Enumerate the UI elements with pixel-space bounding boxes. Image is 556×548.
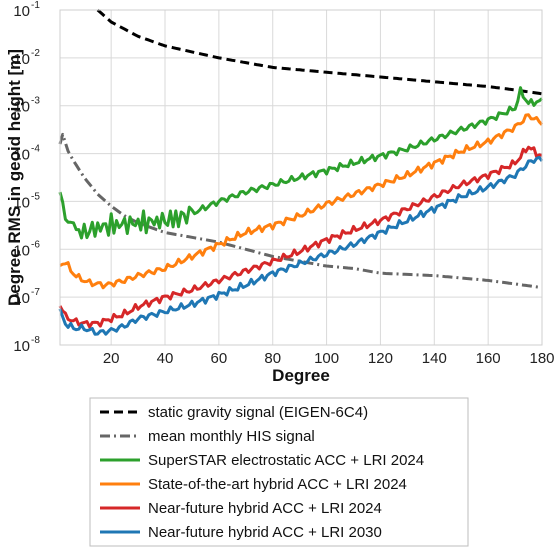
y-tick-exponent: -7 xyxy=(31,287,40,298)
x-tick-label: 160 xyxy=(476,350,501,367)
y-tick-label: 10 -5 xyxy=(13,191,40,211)
y-tick-exponent: -3 xyxy=(31,96,40,107)
y-tick-base: 10 xyxy=(13,242,30,259)
series-line xyxy=(58,145,543,329)
y-tick-label: 10 -7 xyxy=(13,287,40,307)
x-tick-label: 100 xyxy=(314,350,339,367)
x-tick-label: 80 xyxy=(264,350,281,367)
series-line xyxy=(59,113,544,290)
legend-entry: static gravity signal (EIGEN-6C4) xyxy=(148,404,368,421)
x-axis-label: Degree xyxy=(272,366,330,385)
y-tick-exponent: -6 xyxy=(31,239,40,250)
series-line xyxy=(96,8,543,96)
x-tick-label: 20 xyxy=(103,350,120,367)
y-tick-exponent: -1 xyxy=(31,0,40,11)
y-tick-exponent: -5 xyxy=(31,191,40,202)
y-tick-base: 10 xyxy=(13,290,30,307)
y-tick-label: 10 -1 xyxy=(13,0,40,20)
x-tick-label: 180 xyxy=(529,350,554,367)
y-axis-label: Degree RMS in geoid height [m] xyxy=(5,49,24,306)
plot-frame xyxy=(59,9,543,346)
y-tick-base: 10 xyxy=(13,194,30,211)
y-tick-base: 10 xyxy=(13,51,30,68)
x-tick-label: 40 xyxy=(157,350,174,367)
legend-entry: Near-future hybrid ACC + LRI 2024 xyxy=(148,500,382,517)
legend: static gravity signal (EIGEN-6C4) mean mo… xyxy=(89,397,469,547)
y-tick-base: 10 xyxy=(13,99,30,116)
y-tick-exponent: -8 xyxy=(31,335,40,346)
legend-entry: State-of-the-art hybrid ACC + LRI 2024 xyxy=(148,476,407,493)
x-tick-labels: 20 40 60 80 100 120 140 160 180 xyxy=(103,350,555,367)
series-layer xyxy=(58,8,544,336)
legend-entry: mean monthly HIS signal xyxy=(148,428,315,445)
y-tick-label: 10 -2 xyxy=(13,48,40,68)
series-line xyxy=(58,155,544,336)
legend-box xyxy=(89,397,469,547)
x-tick-label: 120 xyxy=(368,350,393,367)
series-line xyxy=(58,86,543,240)
y-tick-labels: 10-810-710-610-510-410-310-210-1 xyxy=(13,0,40,355)
y-tick-label: 10 -6 xyxy=(13,239,40,259)
y-tick-base: 10 xyxy=(13,147,30,164)
y-tick-label: 10 -8 xyxy=(13,335,40,355)
legend-entry: Near-future hybrid ACC + LRI 2030 xyxy=(148,524,382,541)
y-tick-exponent: -2 xyxy=(31,48,40,59)
x-tick-label: 60 xyxy=(211,350,228,367)
y-tick-label: 10 -3 xyxy=(13,96,40,116)
y-tick-base: 10 xyxy=(13,338,30,355)
y-tick-label: 10 -4 xyxy=(13,144,40,164)
y-tick-base: 10 xyxy=(13,3,30,20)
x-tick-label: 140 xyxy=(422,350,447,367)
legend-entry: SuperSTAR electrostatic ACC + LRI 2024 xyxy=(148,452,424,469)
series-line xyxy=(58,132,543,290)
y-tick-exponent: -4 xyxy=(31,144,40,155)
